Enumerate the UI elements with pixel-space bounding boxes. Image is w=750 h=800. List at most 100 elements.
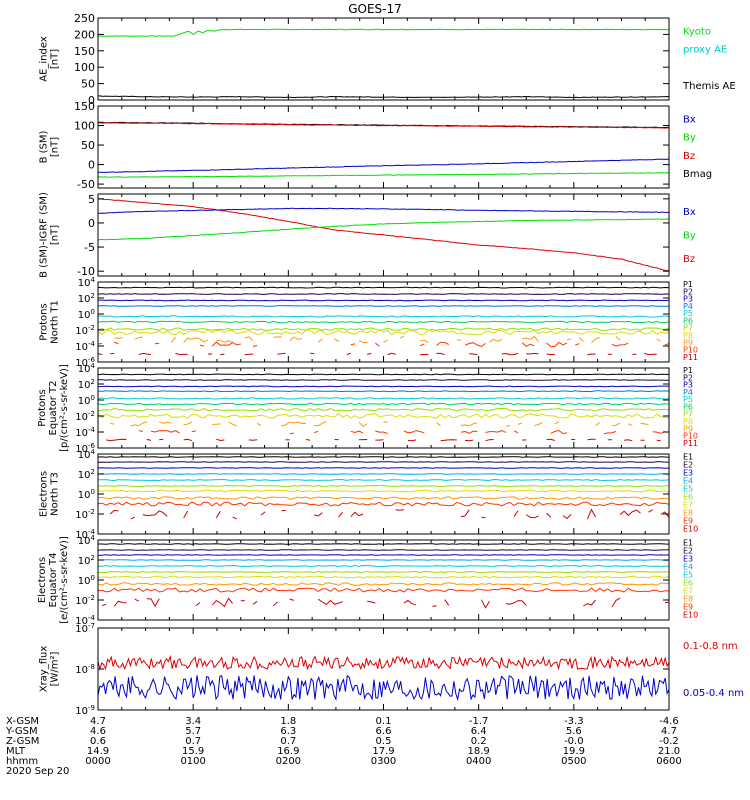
x-axis-value: 0.5 — [376, 736, 392, 747]
y-tick-label: 102 — [78, 554, 95, 567]
x-axis-value: 16.9 — [277, 746, 299, 757]
legend-label: P5 — [683, 309, 693, 318]
series-line-bz — [98, 198, 669, 272]
y-axis-label: [p/(cm²-s-sr-keV)] — [59, 364, 70, 452]
legend-label: P1 — [683, 366, 693, 375]
series-line-1 — [98, 461, 669, 463]
panel-6: 104 102 100 10-2 10-4 Electrons North T3 E1E2E3… — [39, 448, 699, 541]
y-tick-label: 10-2 — [75, 410, 95, 423]
x-axis-value: 0200 — [276, 756, 301, 767]
y-tick-label: 250 — [74, 12, 95, 25]
series-line-4 — [98, 564, 669, 568]
y-tick-label: 200 — [74, 28, 95, 41]
series-line-9 — [109, 508, 669, 520]
legend-label: E1 — [683, 453, 693, 462]
y-tick-label: 104 — [78, 362, 96, 375]
y-tick-label: 150 — [74, 45, 95, 58]
series-line-6 — [98, 575, 669, 579]
legend-label: P9 — [683, 338, 693, 347]
x-axis-value: 6.6 — [376, 726, 392, 737]
series-line-by — [98, 218, 669, 241]
y-axis-label: Protons — [37, 389, 48, 426]
y-tick-label: 100 — [78, 574, 95, 587]
y-tick-label: -50 — [77, 178, 95, 191]
series-line-8 — [114, 335, 662, 344]
legend-label: E10 — [683, 611, 698, 620]
y-axis-label: Equator T4 — [48, 553, 59, 608]
y-axis-label: [e/(cm²-s-sr-keV)] — [59, 536, 70, 624]
y-tick-label: 10-4 — [75, 340, 95, 353]
panel-7: 104 102 100 10-2 10-4 Electrons Equator T4 [e/(… — [37, 534, 698, 627]
y-tick-label: 102 — [78, 378, 95, 391]
x-axis-value: 6.3 — [280, 726, 296, 737]
y-axis-label: [nT] — [50, 225, 61, 245]
legend-label: P10 — [683, 432, 698, 441]
series-line-5 — [98, 402, 669, 406]
x-axis-value: 5.7 — [185, 726, 201, 737]
x-axis-row-label: MLT — [6, 746, 26, 757]
series-line-6 — [98, 327, 669, 331]
y-tick-label: -10 — [77, 265, 95, 278]
y-axis-label: Protons — [39, 303, 50, 340]
legend-label: Bz — [683, 254, 695, 265]
panel-2: 150 100 50 0 -50 B (SM) [nT] Bx By Bz Bmag — [39, 100, 713, 191]
x-axis-value: -0.2 — [659, 736, 679, 747]
series-line-by — [98, 172, 669, 178]
x-axis-value: 18.9 — [468, 746, 490, 757]
y-tick-label: 0 — [88, 217, 95, 230]
y-axis-label: B (SM)-IGRF (SM) — [39, 192, 50, 278]
x-axis-value: 0600 — [656, 756, 681, 767]
x-axis-value: 0300 — [371, 756, 396, 767]
series-line-4 — [98, 397, 669, 400]
x-axis-row-label: Z-GSM — [6, 736, 39, 747]
legend-label: By — [683, 231, 696, 242]
legend-label: E3 — [683, 555, 693, 564]
x-axis-value: 0400 — [466, 756, 491, 767]
chart-title: GOES-17 — [348, 2, 402, 16]
x-axis-value: 21.0 — [658, 746, 680, 757]
y-axis-label: [W/m²] — [50, 651, 61, 686]
y-axis-label: North T1 — [50, 300, 61, 344]
plot-area — [98, 654, 669, 702]
y-tick-label: 104 — [78, 448, 96, 461]
legend-label: E5 — [683, 485, 693, 494]
legend-label: P6 — [683, 402, 693, 411]
x-axis-value: 5.6 — [566, 726, 582, 737]
y-tick-label: 10-4 — [75, 614, 95, 627]
legend-label: E6 — [683, 493, 693, 502]
series-line-0 — [98, 373, 669, 376]
legend-label: By — [683, 133, 696, 144]
x-axis-value: 0.1 — [376, 716, 392, 727]
series-line-10 — [98, 353, 669, 355]
series-line-2 — [98, 385, 669, 388]
legend-label: Bmag — [683, 169, 712, 180]
y-tick-label: 104 — [78, 534, 96, 547]
y-tick-label: 50 — [81, 78, 95, 91]
series-line-3 — [98, 473, 669, 475]
x-axis-value: 0.6 — [90, 736, 106, 747]
series-line-9 — [98, 341, 669, 348]
legend-label: 0.1-0.8 nm — [683, 641, 738, 652]
x-axis-value: -0.0 — [564, 736, 584, 747]
legend-label: E5 — [683, 571, 693, 580]
series-line-2 — [98, 299, 669, 302]
y-tick-label: 100 — [78, 308, 95, 321]
y-axis-label: Electrons — [37, 557, 48, 603]
x-axis-value: 0.2 — [471, 736, 487, 747]
x-axis-row-label: hhmm — [6, 756, 38, 767]
legend-label: Themis AE — [682, 81, 736, 92]
legend-label: Bx — [683, 207, 696, 218]
legend-label: P11 — [683, 439, 698, 448]
y-tick-label: 10-6 — [75, 442, 95, 455]
y-tick-label: 10-2 — [75, 594, 95, 607]
y-tick-label: 10-7 — [75, 622, 95, 635]
x-axis-row-label: X-GSM — [6, 716, 39, 727]
y-axis-label: B (SM) — [39, 130, 50, 163]
series-line-bx — [98, 158, 669, 173]
series-line-4 — [98, 315, 669, 318]
plot-area — [98, 198, 669, 272]
series-line-1 — [98, 674, 669, 702]
series-line-3 — [98, 305, 669, 307]
panel-5: 104 102 100 10-2 10-4 10-6 Protons Equator T2 [p… — [37, 362, 698, 455]
legend-label: E3 — [683, 469, 693, 478]
